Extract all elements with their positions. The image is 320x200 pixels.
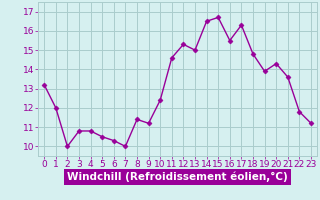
X-axis label: Windchill (Refroidissement éolien,°C): Windchill (Refroidissement éolien,°C) xyxy=(67,172,288,182)
